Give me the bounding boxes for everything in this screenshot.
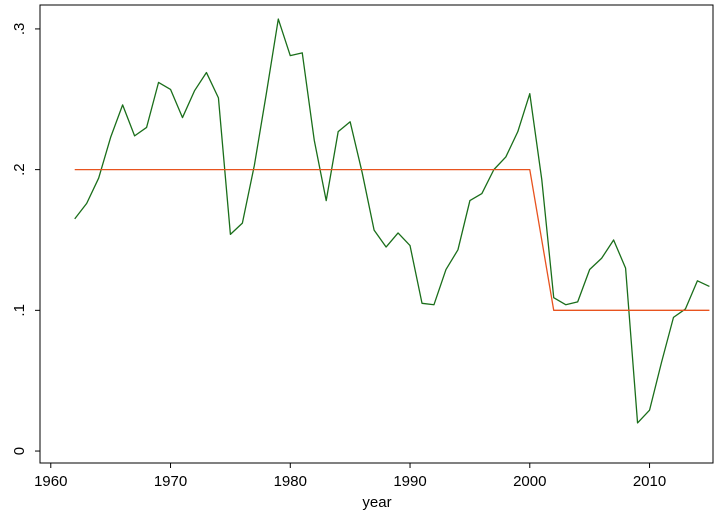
- line-series: [74, 18, 710, 424]
- x-tick-label: 1970: [154, 473, 187, 490]
- y-tick-label: .2: [11, 163, 28, 176]
- x-tick-label: 1990: [393, 473, 426, 490]
- y-tick-label: .1: [11, 304, 28, 317]
- y-tick-label: 0: [11, 447, 28, 455]
- line-series: [74, 168, 710, 311]
- x-tick-label: 1980: [274, 473, 307, 490]
- y-tick-label: .3: [11, 23, 28, 36]
- x-tick-label: 2010: [633, 473, 666, 490]
- x-axis-label: year: [362, 494, 391, 511]
- x-tick-label: 2000: [513, 473, 546, 490]
- x-tick-label: 1960: [34, 473, 67, 490]
- plot-frame: [39, 4, 714, 464]
